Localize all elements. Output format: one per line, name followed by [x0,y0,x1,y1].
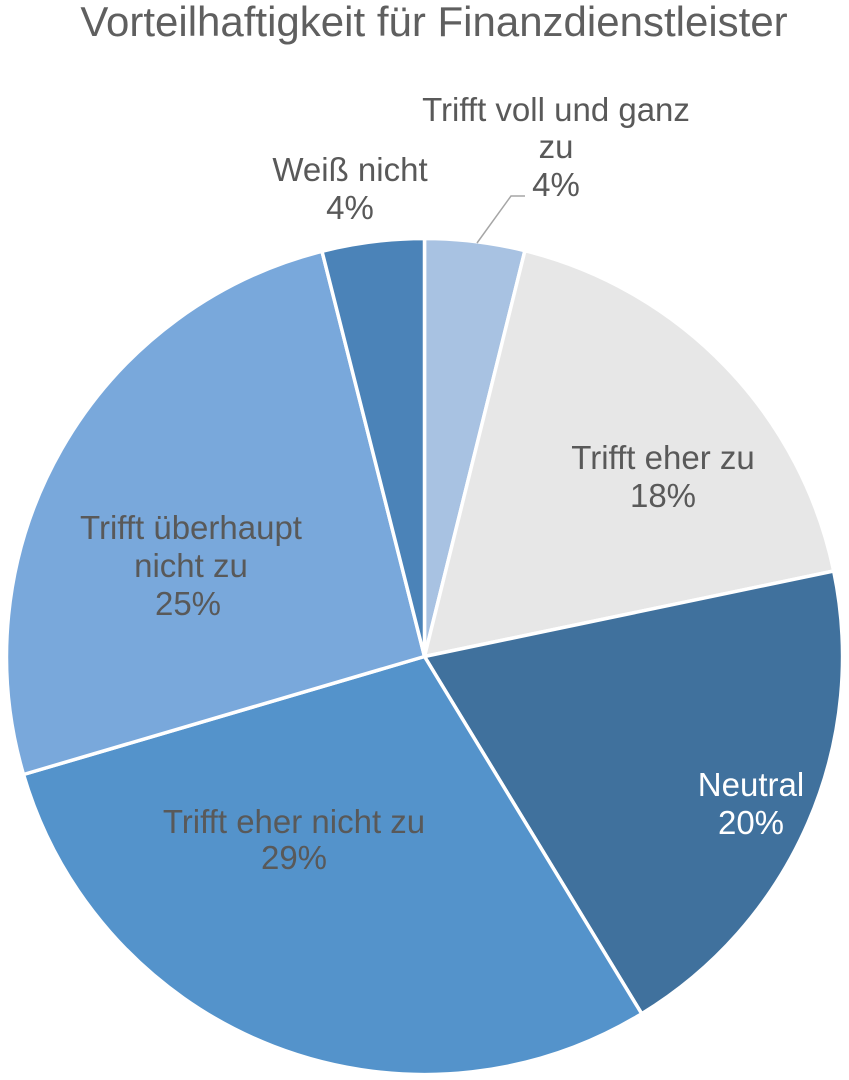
svg-text:Trifft voll und ganz: Trifft voll und ganz [422,91,690,128]
svg-text:nicht zu: nicht zu [134,547,248,584]
svg-text:zu: zu [539,128,574,165]
svg-text:Weiß nicht: Weiß nicht [272,151,427,188]
svg-text:20%: 20% [718,804,784,841]
svg-text:29%: 29% [261,839,327,876]
svg-text:4%: 4% [326,189,374,226]
svg-text:Trifft eher zu: Trifft eher zu [571,439,754,476]
svg-text:18%: 18% [630,477,696,514]
svg-text:Trifft eher nicht zu: Trifft eher nicht zu [163,803,425,840]
svg-text:4%: 4% [532,166,580,203]
svg-text:25%: 25% [155,585,221,622]
svg-text:Vorteilhaftigkeit für Finanzdi: Vorteilhaftigkeit für Finanzdienstleiste… [80,0,787,45]
svg-text:Trifft überhaupt: Trifft überhaupt [80,509,302,546]
svg-text:Neutral: Neutral [698,766,804,803]
